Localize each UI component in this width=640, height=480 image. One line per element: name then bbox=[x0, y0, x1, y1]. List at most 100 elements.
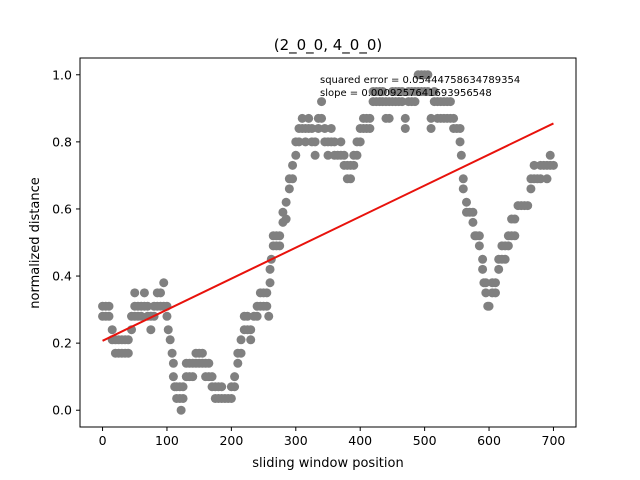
data-point-113 bbox=[275, 241, 285, 251]
data-point-253 bbox=[500, 254, 510, 264]
data-point-134 bbox=[307, 123, 317, 133]
data-point-128 bbox=[297, 113, 307, 123]
x-tick-label: 0 bbox=[99, 433, 107, 448]
data-point-43 bbox=[163, 325, 173, 335]
data-point-204 bbox=[423, 87, 433, 97]
annotation-squared-error: squared error = 0.05444758634789354 bbox=[320, 75, 520, 86]
axes-frame bbox=[79, 57, 577, 428]
data-point-4 bbox=[104, 301, 114, 311]
data-point-225 bbox=[456, 150, 466, 160]
data-point-169 bbox=[365, 113, 375, 123]
data-point-118 bbox=[281, 197, 291, 207]
data-point-88 bbox=[236, 335, 246, 345]
data-point-85 bbox=[230, 372, 240, 382]
data-point-6 bbox=[107, 325, 117, 335]
data-point-97 bbox=[252, 311, 262, 321]
data-point-238 bbox=[478, 264, 488, 274]
y-tick-label: 0.0 bbox=[52, 403, 72, 418]
data-point-219 bbox=[445, 97, 455, 107]
y-axis-label: normalized distance bbox=[28, 177, 43, 308]
data-point-157 bbox=[346, 174, 356, 184]
data-point-130 bbox=[300, 137, 310, 147]
data-point-78 bbox=[217, 382, 227, 392]
x-axis-label: sliding window position bbox=[252, 456, 403, 471]
chart-title: (2_0_0, 4_0_0) bbox=[274, 36, 383, 55]
data-point-177 bbox=[378, 87, 388, 97]
data-point-92 bbox=[242, 311, 252, 321]
data-point-273 bbox=[542, 174, 552, 184]
data-point-243 bbox=[484, 301, 494, 311]
data-point-126 bbox=[294, 137, 304, 147]
data-point-189 bbox=[397, 87, 407, 97]
data-point-95 bbox=[246, 325, 256, 335]
data-point-119 bbox=[284, 184, 294, 194]
y-tick-label: 0.6 bbox=[52, 201, 72, 216]
data-point-5 bbox=[104, 311, 114, 321]
data-point-84 bbox=[230, 382, 240, 392]
data-point-197 bbox=[410, 97, 420, 107]
data-point-228 bbox=[461, 197, 471, 207]
data-point-264 bbox=[526, 184, 536, 194]
data-point-26 bbox=[136, 311, 146, 321]
data-point-227 bbox=[458, 184, 468, 194]
data-point-123 bbox=[291, 150, 301, 160]
data-point-269 bbox=[536, 174, 546, 184]
data-point-181 bbox=[384, 113, 394, 123]
data-point-17 bbox=[123, 348, 133, 358]
data-point-32 bbox=[146, 325, 156, 335]
data-point-207 bbox=[426, 123, 436, 133]
data-point-224 bbox=[455, 137, 465, 147]
data-point-223 bbox=[455, 123, 465, 133]
data-point-226 bbox=[458, 174, 468, 184]
data-point-53 bbox=[176, 405, 186, 415]
data-point-42 bbox=[162, 311, 172, 321]
data-point-94 bbox=[246, 335, 256, 345]
data-point-16 bbox=[123, 335, 133, 345]
data-point-54 bbox=[178, 382, 188, 392]
data-point-114 bbox=[275, 231, 285, 241]
data-point-140 bbox=[317, 113, 327, 123]
data-point-237 bbox=[478, 254, 488, 264]
data-point-232 bbox=[468, 217, 478, 227]
data-point-136 bbox=[310, 137, 320, 147]
data-point-39 bbox=[159, 278, 169, 288]
data-point-27 bbox=[139, 288, 149, 298]
data-point-246 bbox=[490, 278, 500, 288]
data-point-55 bbox=[178, 393, 188, 403]
data-point-121 bbox=[288, 174, 298, 184]
data-point-231 bbox=[468, 207, 478, 217]
data-point-160 bbox=[352, 150, 362, 160]
data-point-21 bbox=[130, 288, 140, 298]
data-point-247 bbox=[490, 288, 500, 298]
data-point-274 bbox=[545, 150, 555, 160]
data-point-145 bbox=[326, 123, 336, 133]
axes: 0 100 200 300 400 500 600 700 0.0 0.2 0.4 0.6 0.8 1.0 bbox=[52, 57, 577, 448]
data-point-72 bbox=[207, 372, 217, 382]
data-point-143 bbox=[323, 150, 333, 160]
data-point-151 bbox=[336, 137, 346, 147]
data-point-137 bbox=[313, 123, 323, 133]
y-tick-label: 0.4 bbox=[52, 269, 72, 284]
data-point-259 bbox=[510, 231, 520, 241]
data-point-276 bbox=[548, 160, 558, 170]
data-point-37 bbox=[156, 288, 166, 298]
x-tick-label: 400 bbox=[348, 433, 372, 448]
data-point-235 bbox=[474, 231, 484, 241]
data-point-89 bbox=[236, 348, 246, 358]
data-point-44 bbox=[165, 335, 175, 345]
data-point-45 bbox=[167, 348, 177, 358]
data-point-236 bbox=[474, 241, 484, 251]
fit-line-layer bbox=[102, 122, 554, 342]
data-point-141 bbox=[320, 123, 330, 133]
data-point-139 bbox=[317, 97, 327, 107]
y-tick-label: 0.2 bbox=[52, 336, 72, 351]
data-point-116 bbox=[278, 207, 288, 217]
x-tick-label: 500 bbox=[413, 433, 437, 448]
data-point-240 bbox=[481, 278, 491, 288]
data-point-86 bbox=[233, 358, 243, 368]
data-point-168 bbox=[365, 123, 375, 133]
data-point-106 bbox=[265, 278, 275, 288]
x-tick-label: 100 bbox=[155, 433, 179, 448]
x-tick-label: 300 bbox=[284, 433, 308, 448]
